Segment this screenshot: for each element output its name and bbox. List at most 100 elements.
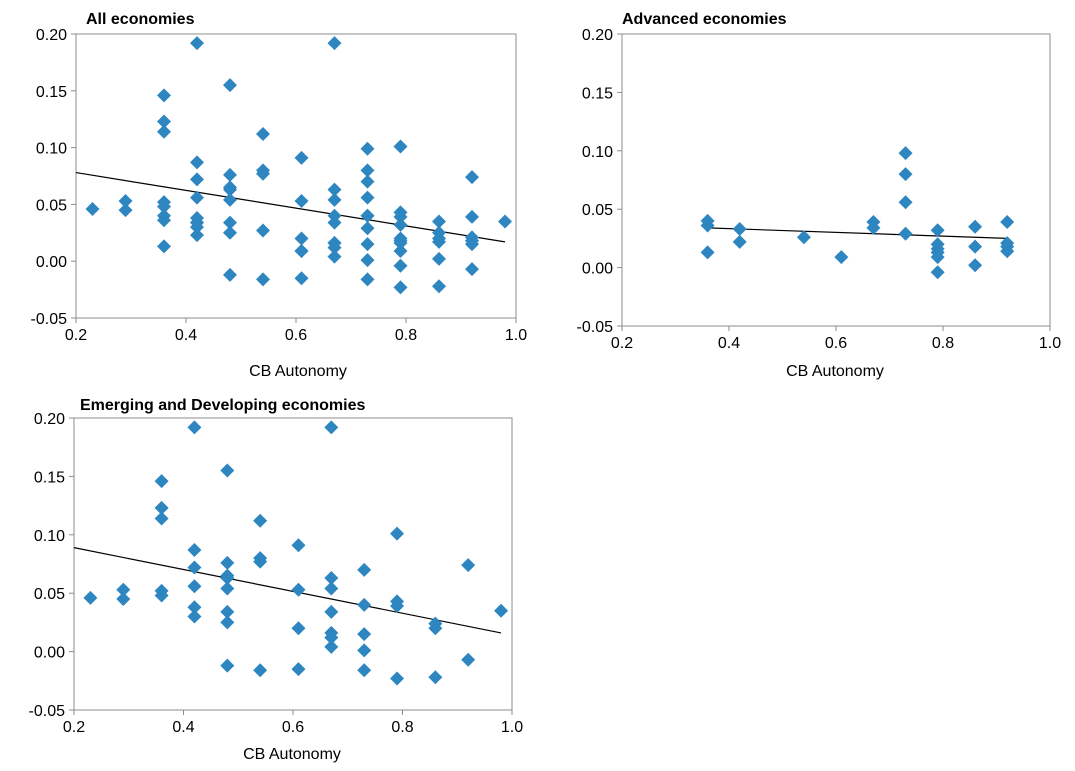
x-tick-label: 0.8 [395,327,417,344]
data-point [327,182,342,197]
data-point [85,201,100,216]
chart-all-economies: All economies 0.200.150.100.050.00-0.050… [31,11,528,380]
chart-emerging-developing-economies: Emerging and Developing economies 0.20 0.… [29,397,524,763]
y-tick-label: 0.15 [582,85,613,102]
data-point [157,114,171,129]
data-point [118,193,133,208]
data-point [360,141,375,156]
data-point [968,239,983,254]
data-point [390,671,405,686]
data-point [190,190,204,205]
data-point [253,513,268,528]
data-point [190,36,204,51]
data-point [291,582,306,597]
x-tick-label: 0.8 [391,719,413,736]
data-point [930,250,945,265]
data-point [930,223,945,238]
data-point [432,279,446,294]
data-point [898,226,913,241]
data-point [220,604,235,619]
x-tick-label: 0.2 [611,335,633,352]
chart-title: All economies [86,11,195,28]
data-point [732,234,747,249]
data-point [291,538,306,553]
data-point [357,643,372,658]
data-point [390,599,405,614]
y-tick-label: -0.05 [31,311,68,328]
data-point [898,146,913,161]
data-point [291,621,306,636]
y-tick-label: 0.20 [34,411,65,428]
data-point [930,265,945,280]
data-point [360,221,375,236]
data-point [190,155,204,170]
data-point [357,597,372,612]
data-point [357,663,372,678]
data-point [220,658,235,673]
data-point [1000,244,1015,259]
data-point [223,182,237,197]
data-point [432,214,446,229]
x-tick-label: 0.6 [285,327,307,344]
y-tick-label: 0.00 [36,254,67,271]
x-tick-label: 1.0 [505,327,527,344]
data-point [498,214,512,229]
x-axis-label: CB Autonomy [243,746,341,763]
data-point [393,233,408,248]
data-point [461,558,476,573]
data-point [157,213,171,228]
data-point [223,192,237,207]
data-point [428,621,443,636]
data-point [393,139,408,154]
data-point [294,243,309,258]
data-point [327,249,342,264]
data-point [187,579,202,594]
y-tick-label: 0.15 [36,84,67,101]
x-tick-label: 0.6 [282,719,304,736]
chart-title: Emerging and Developing economies [80,397,365,414]
x-tick-label: 0.4 [172,719,194,736]
data-point [187,600,202,615]
data-point [157,239,171,254]
data-point [190,172,204,187]
data-point [834,250,849,265]
data-point [223,267,237,282]
data-point [223,215,237,230]
data-point [327,36,342,51]
data-point [190,215,204,230]
data-point [465,233,479,248]
data-point [154,511,169,526]
data-point [432,251,446,266]
data-point [187,560,202,575]
data-point [898,167,913,182]
x-tick-label: 1.0 [1039,335,1061,352]
data-point [360,174,375,189]
y-tick-label: -0.05 [577,319,614,336]
data-point [461,652,476,667]
data-point [360,190,375,205]
data-point [324,581,339,596]
data-point [223,225,237,240]
data-point [256,223,270,238]
data-point [190,228,204,243]
data-point [700,245,715,260]
y-tick-label: 0.00 [582,261,613,278]
data-point [157,124,171,139]
x-tick-label: 0.6 [825,335,847,352]
data-point [324,420,339,435]
data-point [968,219,983,234]
y-tick-label: 0.20 [582,27,613,44]
data-point [220,581,235,596]
data-point [294,193,309,208]
data-point [294,150,309,165]
data-point [291,662,306,677]
data-point [187,609,202,624]
data-point [187,420,202,435]
data-point [324,639,339,654]
x-tick-label: 0.8 [932,335,954,352]
data-point [324,604,339,619]
data-point [393,209,408,224]
x-tick-label: 0.2 [63,719,85,736]
data-point [157,199,171,214]
data-point [465,170,479,185]
